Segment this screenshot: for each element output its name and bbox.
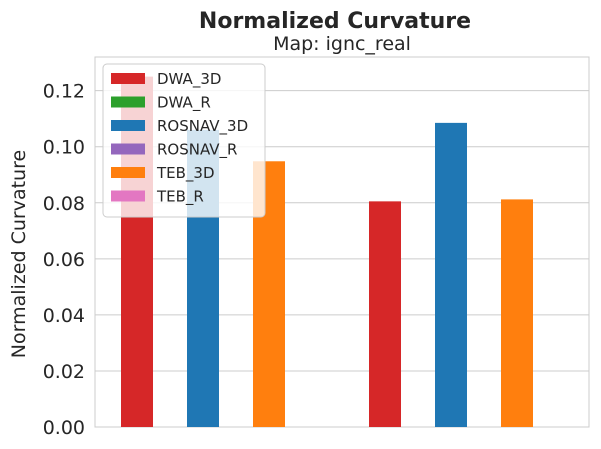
y-tick-label: 0.10 <box>43 137 85 159</box>
y-tick-label: 0.02 <box>43 361 85 383</box>
y-tick-label: 0.00 <box>43 417 85 439</box>
legend: DWA_3D DWA_R ROSNAV_3D ROSNAV_R TEB_3D TEB_R <box>102 63 266 218</box>
legend-swatch <box>111 73 145 84</box>
bar-rosnav-3d <box>435 122 467 427</box>
y-tick-label: 0.06 <box>43 249 85 271</box>
y-axis-label: Normalized Curvature <box>8 150 30 358</box>
y-tick-label: 0.04 <box>43 305 85 327</box>
legend-label: TEB_R <box>156 188 204 207</box>
bar-teb-3d <box>501 199 533 427</box>
chart-subtitle: Map: ignc_real <box>273 33 411 55</box>
y-tick-label: 0.12 <box>43 81 85 103</box>
y-tick-label: 0.08 <box>43 193 85 215</box>
legend-label: ROSNAV_R <box>157 141 237 160</box>
chart-title: Normalized Curvature <box>199 9 471 34</box>
legend-label: TEB_3D <box>156 164 215 183</box>
legend-swatch <box>111 120 145 131</box>
legend-label: DWA_R <box>157 94 211 113</box>
legend-swatch <box>111 167 145 178</box>
legend-swatch <box>111 143 145 155</box>
bar-dwa-3d <box>369 201 401 427</box>
legend-label: DWA_3D <box>157 70 221 89</box>
legend-label: ROSNAV_3D <box>157 117 248 136</box>
legend-swatch <box>111 96 145 108</box>
legend-swatch <box>111 190 145 202</box>
y-tick-labels: 0.00 0.02 0.04 0.06 0.08 0.10 0.12 <box>43 81 85 439</box>
